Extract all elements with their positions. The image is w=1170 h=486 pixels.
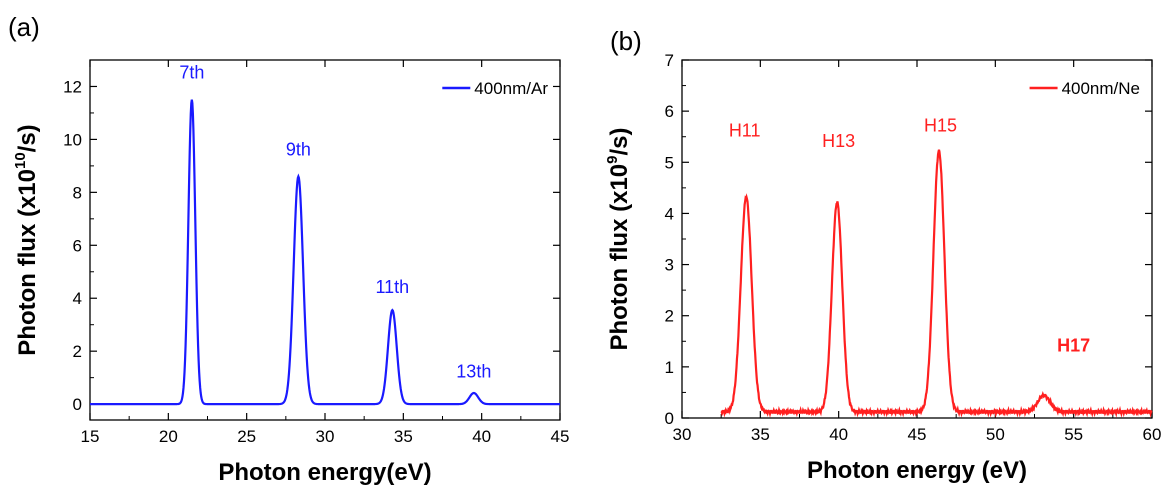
plot-frame bbox=[681, 59, 1153, 419]
y-tick-label: 8 bbox=[73, 183, 82, 202]
legend-label: 400nm/Ne bbox=[1062, 79, 1140, 98]
y-tick-label: 12 bbox=[63, 77, 82, 96]
y-axis-label: Photon flux (x109/s) bbox=[604, 127, 633, 350]
y-tick-label: 4 bbox=[665, 204, 674, 223]
series-line bbox=[720, 149, 1153, 418]
x-axis-label: Photon energy(eV) bbox=[218, 459, 431, 486]
y-tick-label: 5 bbox=[665, 153, 674, 172]
series-line bbox=[90, 99, 560, 406]
y-tick-label: 2 bbox=[665, 307, 674, 326]
y-tick-label: 10 bbox=[63, 130, 82, 149]
peak-annotation: 7th bbox=[179, 63, 204, 83]
panel-label: (a) bbox=[8, 12, 40, 42]
legend-label: 400nm/Ar bbox=[474, 79, 548, 98]
x-tick-label: 50 bbox=[986, 425, 1005, 444]
x-tick-label: 60 bbox=[1143, 425, 1162, 444]
x-tick-label: 30 bbox=[673, 425, 692, 444]
peak-annotation: 11th bbox=[376, 277, 410, 297]
x-tick-label: 35 bbox=[394, 427, 413, 446]
x-axis-label: Photon energy (eV) bbox=[807, 457, 1027, 484]
y-tick-label: 1 bbox=[665, 358, 674, 377]
x-tick-label: 55 bbox=[1064, 425, 1083, 444]
x-tick-label: 20 bbox=[159, 427, 178, 446]
y-tick-label: 0 bbox=[73, 395, 82, 414]
y-axis-label: Photon flux (x1010/s) bbox=[12, 124, 41, 355]
y-tick-label: 2 bbox=[73, 342, 82, 361]
y-tick-label: 0 bbox=[665, 409, 674, 428]
x-tick-label: 45 bbox=[908, 425, 927, 444]
x-tick-label: 40 bbox=[472, 427, 491, 446]
x-tick-label: 15 bbox=[81, 427, 100, 446]
x-tick-label: 35 bbox=[751, 425, 770, 444]
peak-annotation: 13th bbox=[456, 362, 491, 382]
panel-label: (b) bbox=[610, 26, 642, 56]
y-tick-label: 7 bbox=[665, 51, 674, 70]
chart-panel-a: (a) 15 20 25 30 35 40 45 0 2 4 6 8 10 12 Photon energy(… bbox=[8, 12, 569, 486]
peak-annotation: H13 bbox=[822, 131, 855, 151]
x-tick-label: 30 bbox=[316, 427, 335, 446]
peak-annotation: H17 bbox=[1057, 336, 1090, 356]
peak-annotation: H11 bbox=[729, 121, 761, 141]
x-tick-label: 40 bbox=[829, 425, 848, 444]
y-tick-label: 6 bbox=[73, 236, 82, 255]
peak-annotation: H15 bbox=[924, 116, 957, 136]
x-tick-label: 45 bbox=[551, 427, 570, 446]
y-tick-label: 6 bbox=[665, 102, 674, 121]
y-tick-label: 3 bbox=[665, 256, 674, 275]
y-tick-label: 4 bbox=[73, 289, 82, 308]
peak-annotation: 9th bbox=[286, 139, 311, 159]
x-tick-label: 25 bbox=[237, 427, 256, 446]
